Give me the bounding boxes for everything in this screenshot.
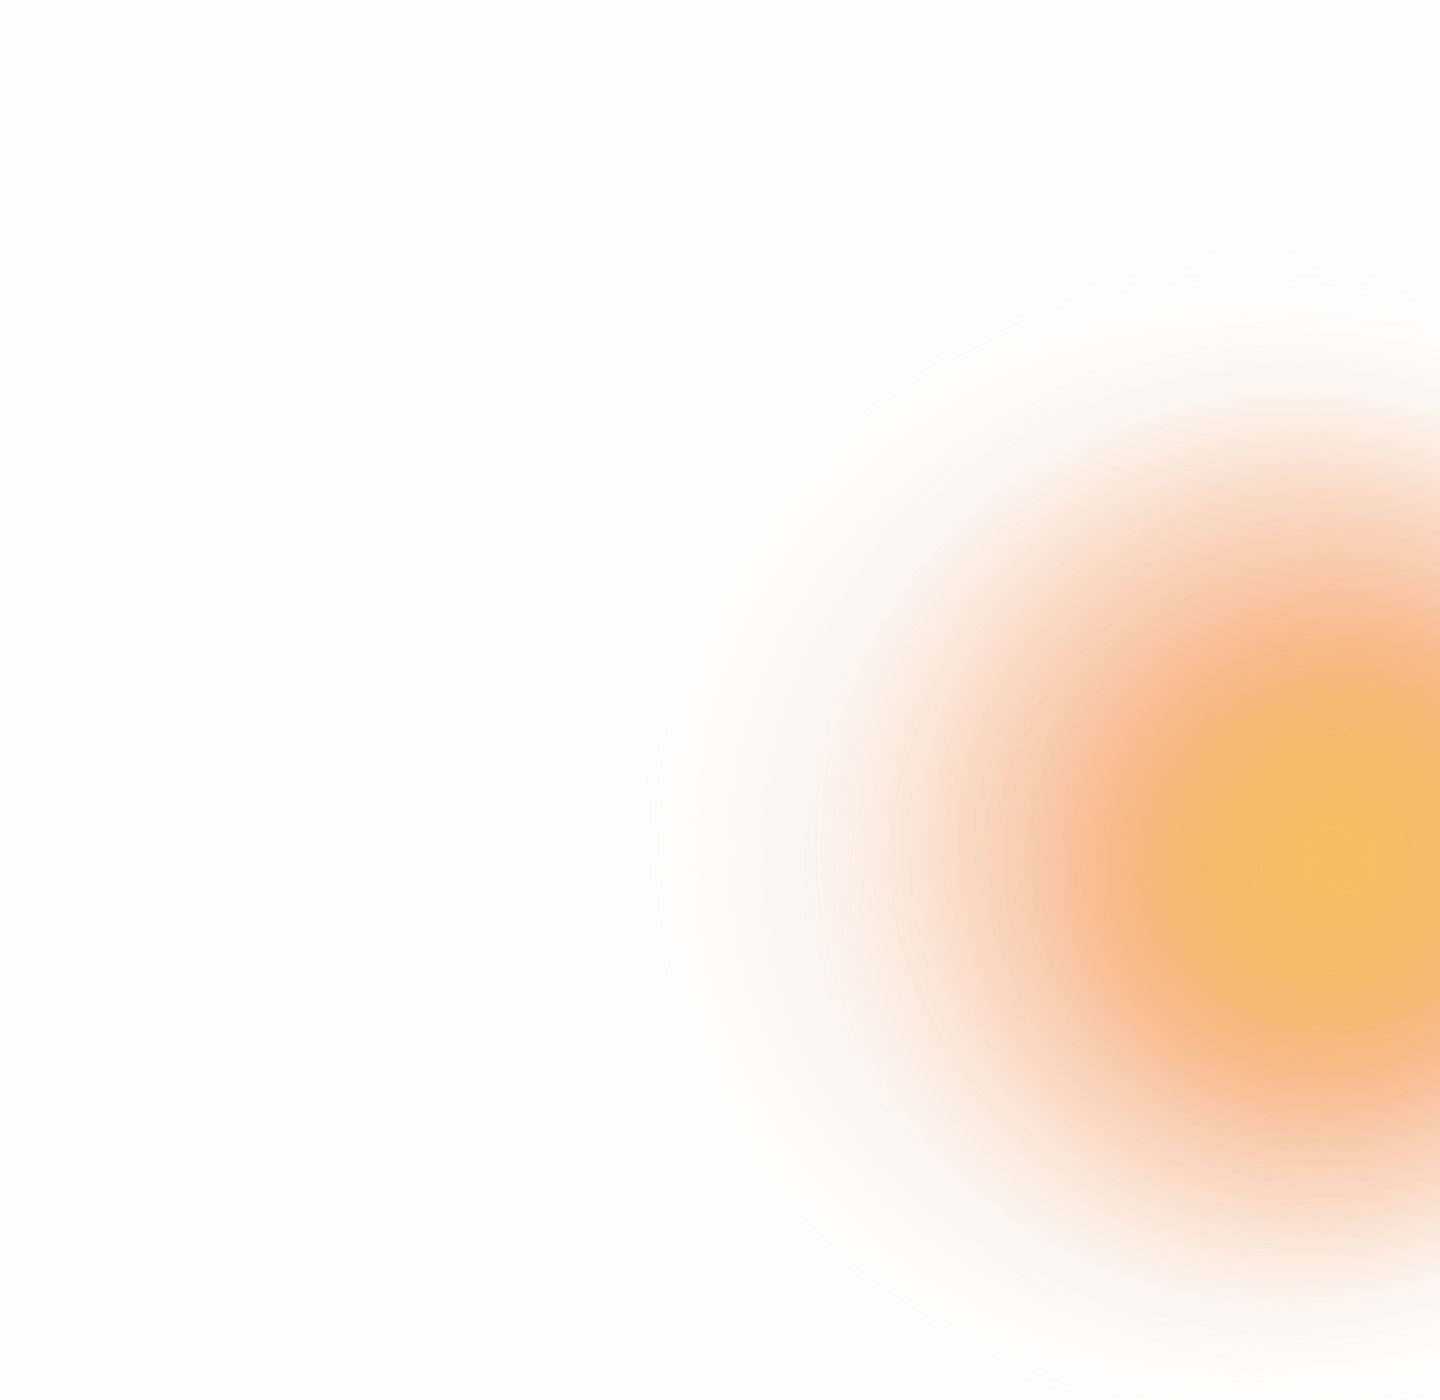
gradient-background (700, 295, 1440, 1385)
